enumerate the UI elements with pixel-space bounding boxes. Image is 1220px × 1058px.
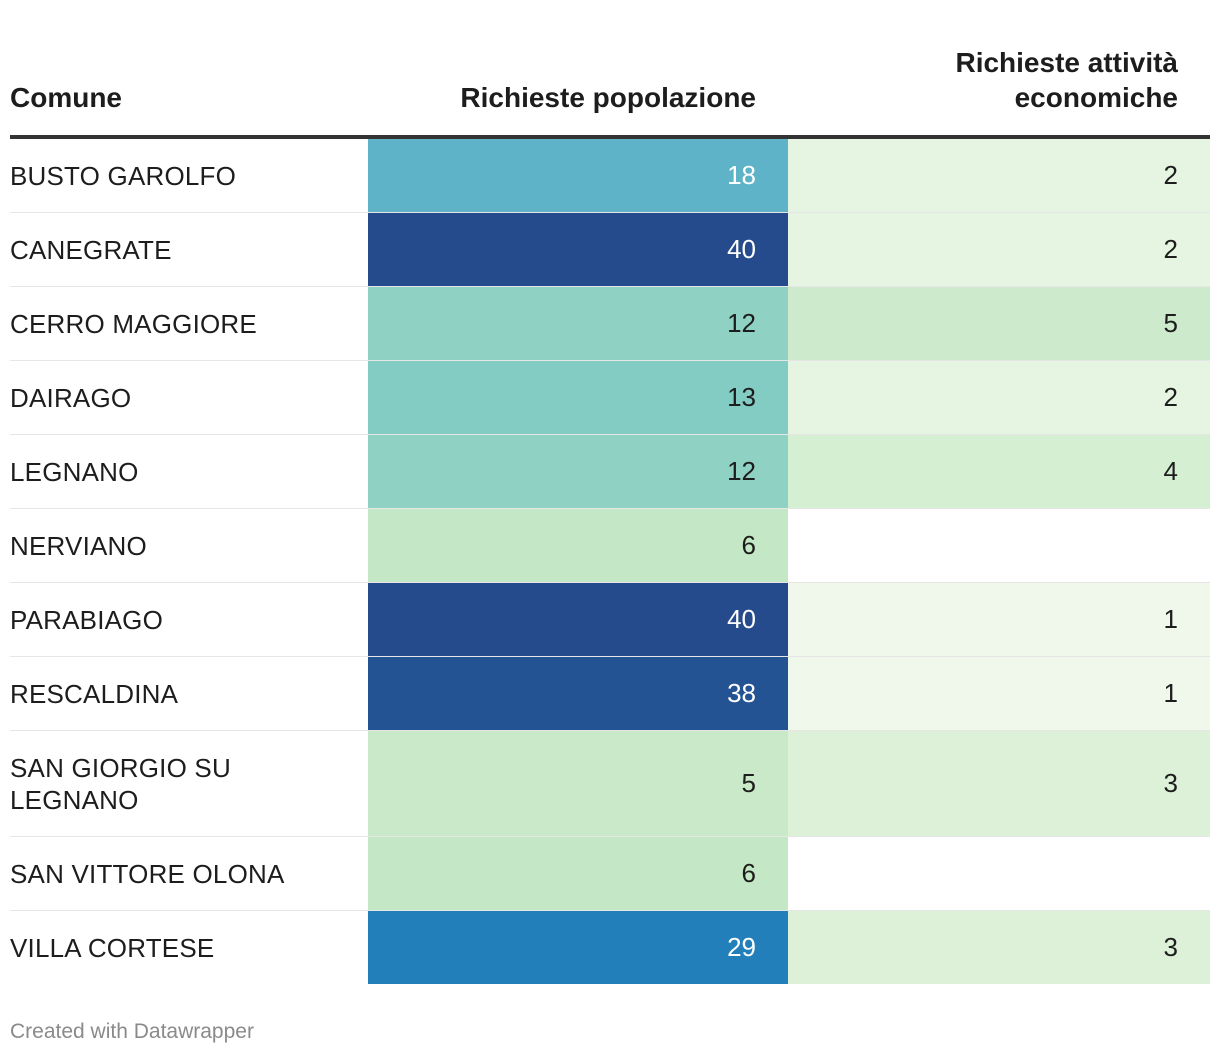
header-attivita-line2: economiche bbox=[1014, 82, 1178, 113]
table-row: VILLA CORTESE 29 3 bbox=[10, 911, 1210, 984]
cell-attivita: 1 bbox=[788, 583, 1210, 656]
table-body: BUSTO GAROLFO 18 2 CANEGRATE 40 2 CERRO MAGGIO… bbox=[10, 139, 1210, 984]
cell-popolazione: 40 bbox=[368, 583, 788, 656]
header-attivita-line1: Richieste attività bbox=[955, 47, 1178, 78]
table-row: PARABIAGO 40 1 bbox=[10, 583, 1210, 657]
cell-popolazione: 12 bbox=[368, 435, 788, 508]
cell-popolazione: 6 bbox=[368, 509, 788, 582]
cell-comune: RESCALDINA bbox=[10, 678, 179, 709]
header-comune[interactable]: Comune bbox=[10, 82, 122, 113]
table-row: CANEGRATE 40 2 bbox=[10, 213, 1210, 287]
table-row: CERRO MAGGIORE 12 5 bbox=[10, 287, 1210, 361]
cell-attivita: 3 bbox=[788, 911, 1210, 984]
cell-attivita: 4 bbox=[788, 435, 1210, 508]
cell-popolazione: 29 bbox=[368, 911, 788, 984]
footer-credit[interactable]: Created with Datawrapper bbox=[10, 1020, 254, 1043]
table-row: SAN GIORGIO SU LEGNANO 5 3 bbox=[10, 731, 1210, 837]
header-attivita[interactable]: Richieste attività economiche bbox=[788, 45, 1178, 115]
cell-popolazione: 12 bbox=[368, 287, 788, 360]
cell-comune: NERVIANO bbox=[10, 530, 147, 561]
cell-attivita: 5 bbox=[788, 287, 1210, 360]
cell-comune: LEGNANO bbox=[10, 456, 139, 487]
cell-attivita: 1 bbox=[788, 657, 1210, 730]
cell-attivita bbox=[788, 509, 1210, 582]
table-row: RESCALDINA 38 1 bbox=[10, 657, 1210, 731]
data-table: Comune Richieste popolazione Richieste a… bbox=[10, 40, 1210, 984]
cell-attivita bbox=[788, 837, 1210, 910]
header-popolazione[interactable]: Richieste popolazione bbox=[460, 82, 756, 113]
cell-attivita: 2 bbox=[788, 213, 1210, 286]
cell-comune: DAIRAGO bbox=[10, 382, 132, 413]
cell-popolazione: 40 bbox=[368, 213, 788, 286]
table-row: BUSTO GAROLFO 18 2 bbox=[10, 139, 1210, 213]
table-row: SAN VITTORE OLONA 6 bbox=[10, 837, 1210, 911]
cell-attivita: 3 bbox=[788, 731, 1210, 836]
cell-popolazione: 6 bbox=[368, 837, 788, 910]
cell-attivita: 2 bbox=[788, 361, 1210, 434]
table-row: DAIRAGO 13 2 bbox=[10, 361, 1210, 435]
cell-comune: CERRO MAGGIORE bbox=[10, 308, 257, 339]
cell-popolazione: 18 bbox=[368, 139, 788, 212]
cell-comune: SAN GIORGIO SU LEGNANO bbox=[10, 752, 231, 815]
cell-popolazione: 38 bbox=[368, 657, 788, 730]
cell-comune: BUSTO GAROLFO bbox=[10, 160, 237, 191]
cell-popolazione: 13 bbox=[368, 361, 788, 434]
cell-popolazione: 5 bbox=[368, 731, 788, 836]
table-row: LEGNANO 12 4 bbox=[10, 435, 1210, 509]
table-header: Comune Richieste popolazione Richieste a… bbox=[10, 40, 1210, 139]
table-row: NERVIANO 6 bbox=[10, 509, 1210, 583]
cell-comune: PARABIAGO bbox=[10, 604, 164, 635]
cell-comune: SAN VITTORE OLONA bbox=[10, 858, 285, 889]
cell-attivita: 2 bbox=[788, 139, 1210, 212]
cell-comune: CANEGRATE bbox=[10, 234, 172, 265]
cell-comune: VILLA CORTESE bbox=[10, 932, 215, 963]
